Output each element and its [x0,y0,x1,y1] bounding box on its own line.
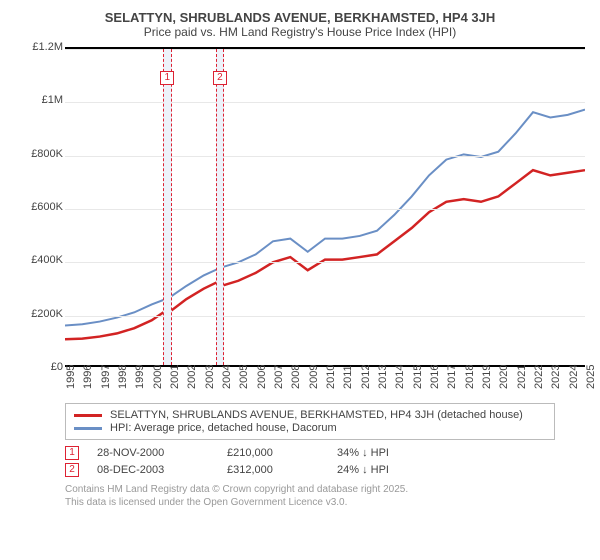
legend-label: SELATTYN, SHRUBLANDS AVENUE, BERKHAMSTED… [110,409,523,421]
x-tick-label: 2019 [481,365,493,389]
footer-line: This data is licensed under the Open Gov… [65,496,555,509]
x-tick-label: 2022 [533,365,545,389]
x-tick-label: 2008 [290,365,302,389]
gridline [65,316,585,317]
series-line [65,110,585,326]
x-tick-label: 2009 [308,365,320,389]
legend: SELATTYN, SHRUBLANDS AVENUE, BERKHAMSTED… [65,403,555,440]
y-tick-label: £200K [31,308,63,320]
x-tick-label: 2015 [412,365,424,389]
x-tick-label: 2002 [186,365,198,389]
legend-row: SELATTYN, SHRUBLANDS AVENUE, BERKHAMSTED… [74,409,546,421]
gridline [65,102,585,103]
x-tick-label: 1999 [134,365,146,389]
gridline [65,262,585,263]
footer: Contains HM Land Registry data © Crown c… [65,483,555,509]
y-axis: £0£200K£400K£600K£800K£1M£1.2M [25,47,65,367]
chart-subtitle: Price paid vs. HM Land Registry's House … [15,25,585,39]
x-tick-label: 1996 [82,365,94,389]
legend-swatch-1 [74,414,102,417]
txn-price: £312,000 [227,464,337,476]
y-tick-label: £0 [51,361,63,373]
txn-index: 1 [65,446,79,460]
x-tick-label: 2007 [273,365,285,389]
y-tick-label: £1.2M [32,41,63,53]
transaction-row: 1 28-NOV-2000£210,00034% ↓ HPI [65,446,555,460]
x-tick-label: 2023 [550,365,562,389]
gridline [65,156,585,157]
x-tick-label: 2012 [360,365,372,389]
x-tick-label: 2018 [464,365,476,389]
x-tick-label: 2000 [152,365,164,389]
marker-band [216,49,225,365]
marker-band [163,49,172,365]
gridline [65,209,585,210]
x-tick-label: 2025 [585,365,597,389]
txn-pct: 24% ↓ HPI [337,464,467,476]
legend-row: HPI: Average price, detached house, Daco… [74,422,546,434]
txn-index: 2 [65,463,79,477]
marker-label: 1 [160,71,174,85]
chart-title: SELATTYN, SHRUBLANDS AVENUE, BERKHAMSTED… [15,10,585,25]
plot-area: £0£200K£400K£600K£800K£1M£1.2M 12 199519… [25,47,585,397]
x-tick-label: 2016 [429,365,441,389]
y-tick-label: £600K [31,201,63,213]
x-tick-label: 1998 [117,365,129,389]
chart-svg [65,49,585,365]
x-tick-label: 2021 [516,365,528,389]
txn-pct: 34% ↓ HPI [337,447,467,459]
legend-label: HPI: Average price, detached house, Daco… [110,422,337,434]
gridline [65,49,585,50]
x-axis: 1995 1996 1997 1998 1999 2000 2001 2002 2003 2004… [65,367,585,397]
transaction-rows: 1 28-NOV-2000£210,00034% ↓ HPI 2 08-DEC-200… [65,446,555,477]
x-tick-label: 2024 [568,365,580,389]
txn-date: 28-NOV-2000 [97,447,227,459]
y-tick-label: £1M [42,94,63,106]
x-tick-label: 2013 [377,365,389,389]
y-tick-label: £400K [31,254,63,266]
x-tick-label: 2011 [342,365,354,389]
x-tick-label: 2001 [169,365,181,389]
txn-price: £210,000 [227,447,337,459]
chart-container: SELATTYN, SHRUBLANDS AVENUE, BERKHAMSTED… [0,0,600,514]
x-tick-label: 2005 [238,365,250,389]
x-tick-label: 2006 [256,365,268,389]
x-tick-label: 2014 [394,365,406,389]
y-tick-label: £800K [31,148,63,160]
x-tick-label: 2017 [446,365,458,389]
marker-label: 2 [213,71,227,85]
x-tick-label: 2003 [204,365,216,389]
footer-line: Contains HM Land Registry data © Crown c… [65,483,555,496]
x-tick-label: 2004 [221,365,233,389]
x-tick-label: 1995 [65,365,77,389]
txn-date: 08-DEC-2003 [97,464,227,476]
legend-swatch-2 [74,427,102,430]
plot: 12 [65,47,585,367]
x-tick-label: 2010 [325,365,337,389]
series-line [65,170,585,339]
transaction-row: 2 08-DEC-2003£312,00024% ↓ HPI [65,463,555,477]
x-tick-label: 1997 [100,365,112,389]
x-tick-label: 2020 [498,365,510,389]
